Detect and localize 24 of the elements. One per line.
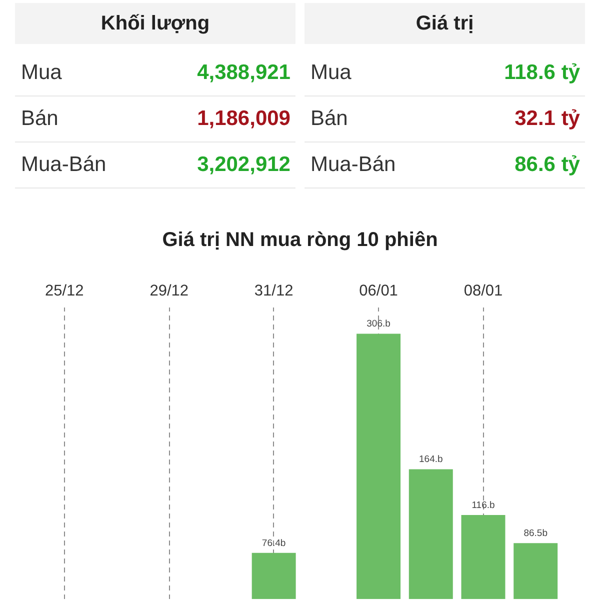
text: Khối lượng [100, 12, 210, 34]
category-label: Bán [21, 107, 58, 130]
category-label: Mua-Bán [310, 153, 396, 176]
data-label: 306.b [366, 318, 390, 330]
category-label: Mua [310, 61, 352, 84]
category-label: Mua-Bán [21, 153, 106, 176]
x-tick-label: 08/01 [464, 282, 503, 300]
data-label: 86.5b [524, 528, 548, 540]
x-tick-label: 29/12 [150, 282, 189, 300]
x-tick-label: 25/12 [45, 282, 84, 300]
data-label: 118.6 tỷ [504, 61, 580, 84]
data-label: 3,202,912 [197, 153, 290, 176]
data-label: 4,388,921 [197, 61, 291, 84]
chart-title: Giá trị NN mua ròng 10 phiên [162, 229, 438, 251]
data-label: 164.b [419, 454, 443, 466]
data-label: 116.b [472, 500, 495, 512]
category-label: Bán [310, 107, 348, 130]
text: Giá trị [416, 12, 474, 34]
data-label: 86.6 tỷ [514, 153, 580, 176]
x-tick-label: 06/01 [359, 282, 398, 300]
category-label: Mua [21, 61, 62, 84]
x-tick-label: 31/12 [254, 282, 294, 300]
data-label: 1,186,009 [197, 107, 290, 130]
data-label: 32.1 tỷ [514, 107, 580, 130]
